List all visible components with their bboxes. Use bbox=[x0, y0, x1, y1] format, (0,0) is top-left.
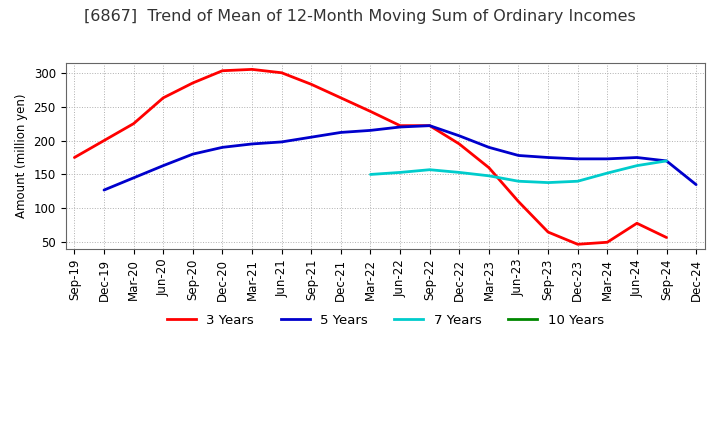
3 Years bbox=[307, 82, 315, 87]
5 Years bbox=[603, 156, 611, 161]
3 Years bbox=[130, 121, 138, 126]
Line: 5 Years: 5 Years bbox=[104, 126, 696, 190]
3 Years bbox=[366, 109, 375, 114]
3 Years bbox=[189, 80, 197, 85]
3 Years bbox=[70, 155, 78, 160]
3 Years bbox=[277, 70, 286, 75]
7 Years bbox=[603, 170, 611, 176]
3 Years bbox=[514, 199, 523, 204]
3 Years bbox=[218, 68, 227, 73]
3 Years bbox=[248, 67, 256, 72]
3 Years bbox=[662, 235, 671, 240]
7 Years bbox=[514, 179, 523, 184]
7 Years bbox=[544, 180, 552, 185]
5 Years bbox=[455, 133, 464, 139]
3 Years bbox=[455, 141, 464, 147]
3 Years bbox=[336, 95, 345, 100]
5 Years bbox=[218, 145, 227, 150]
5 Years bbox=[662, 158, 671, 164]
7 Years bbox=[633, 163, 642, 168]
3 Years bbox=[573, 242, 582, 247]
5 Years bbox=[514, 153, 523, 158]
3 Years bbox=[99, 138, 108, 143]
5 Years bbox=[633, 155, 642, 160]
5 Years bbox=[189, 151, 197, 157]
5 Years bbox=[485, 145, 493, 150]
Legend: 3 Years, 5 Years, 7 Years, 10 Years: 3 Years, 5 Years, 7 Years, 10 Years bbox=[161, 309, 609, 332]
5 Years bbox=[248, 141, 256, 147]
5 Years bbox=[692, 182, 701, 187]
7 Years bbox=[485, 173, 493, 179]
5 Years bbox=[307, 135, 315, 140]
3 Years bbox=[396, 123, 405, 128]
5 Years bbox=[99, 187, 108, 193]
5 Years bbox=[159, 163, 168, 168]
3 Years bbox=[485, 165, 493, 170]
Line: 3 Years: 3 Years bbox=[74, 70, 667, 244]
5 Years bbox=[277, 139, 286, 145]
3 Years bbox=[159, 95, 168, 100]
Text: [6867]  Trend of Mean of 12-Month Moving Sum of Ordinary Incomes: [6867] Trend of Mean of 12-Month Moving … bbox=[84, 9, 636, 24]
7 Years bbox=[573, 179, 582, 184]
5 Years bbox=[544, 155, 552, 160]
5 Years bbox=[426, 123, 434, 128]
3 Years bbox=[426, 123, 434, 128]
7 Years bbox=[366, 172, 375, 177]
7 Years bbox=[396, 170, 405, 175]
3 Years bbox=[603, 240, 611, 245]
5 Years bbox=[396, 125, 405, 130]
7 Years bbox=[662, 158, 671, 164]
7 Years bbox=[455, 170, 464, 175]
Y-axis label: Amount (million yen): Amount (million yen) bbox=[15, 94, 28, 218]
3 Years bbox=[633, 220, 642, 226]
Line: 7 Years: 7 Years bbox=[371, 161, 667, 183]
3 Years bbox=[544, 229, 552, 235]
5 Years bbox=[573, 156, 582, 161]
5 Years bbox=[366, 128, 375, 133]
7 Years bbox=[426, 167, 434, 172]
5 Years bbox=[130, 175, 138, 180]
5 Years bbox=[336, 130, 345, 135]
